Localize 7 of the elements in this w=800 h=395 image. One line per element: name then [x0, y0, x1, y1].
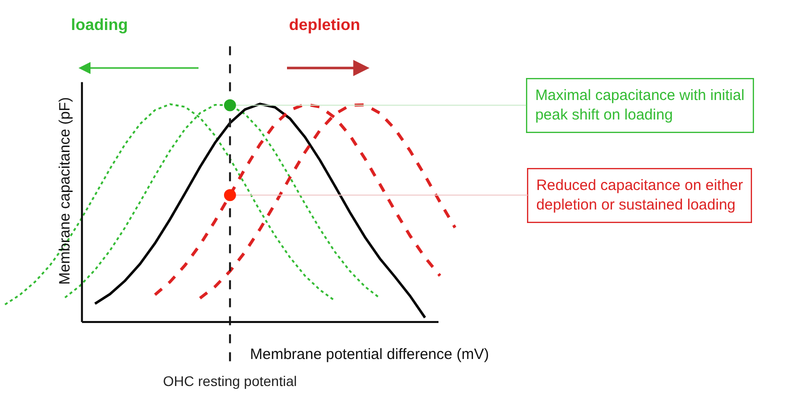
- text: loading: [71, 17, 128, 34]
- text: Reduced capacitance on either depletion or sustained loading: [536, 177, 744, 214]
- text: depletion: [289, 17, 360, 34]
- y-axis-title: Membrane capacitance (pF): [56, 97, 74, 285]
- text: Maximal capacitance with initial peak shift on loading: [535, 87, 744, 124]
- x-axis-title: Membrane potential difference (mV): [250, 346, 490, 363]
- text: OHC resting potential: [163, 373, 297, 389]
